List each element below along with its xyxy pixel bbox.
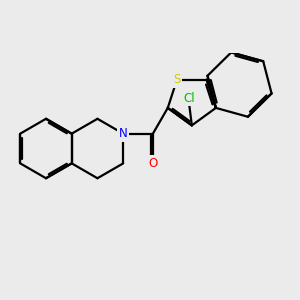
Text: O: O [148,157,158,170]
Text: Cl: Cl [183,92,195,104]
Text: N: N [119,127,128,140]
Text: S: S [173,73,181,86]
